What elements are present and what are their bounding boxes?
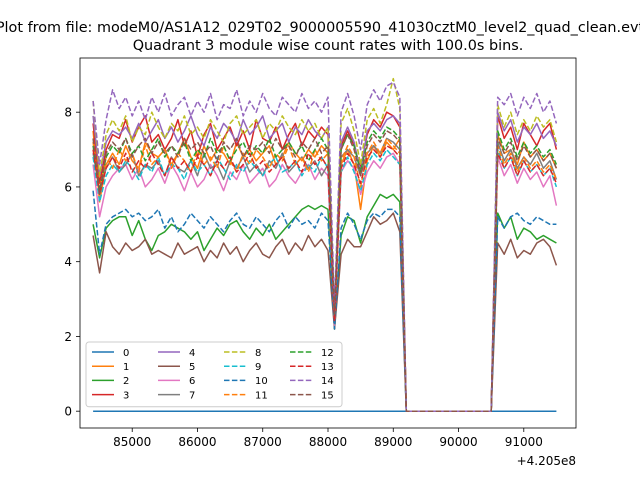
legend-label-0: 0: [123, 348, 129, 359]
legend-label-9: 9: [255, 362, 261, 373]
legend-label-4: 4: [189, 348, 195, 359]
y-tick-label: 4: [64, 255, 72, 269]
x-tick-label: 91000: [505, 435, 543, 449]
legend-label-2: 2: [123, 376, 129, 387]
x-tick-label: 86000: [178, 435, 216, 449]
legend-label-14: 14: [321, 376, 334, 387]
axes-ticks: 85000 86000 87000 88000 89000 90000 91000 0 2 4 6 8: [64, 106, 543, 449]
legend-label-13: 13: [321, 362, 334, 373]
legend-label-12: 12: [321, 348, 334, 359]
x-offset-label: +4.205e8: [517, 454, 576, 468]
legend-label-8: 8: [255, 348, 261, 359]
legend-label-6: 6: [189, 376, 195, 387]
legend-label-3: 3: [123, 390, 129, 401]
x-tick-label: 87000: [244, 435, 282, 449]
legend-label-5: 5: [189, 362, 195, 373]
x-tick-label: 90000: [439, 435, 477, 449]
x-tick-label: 85000: [113, 435, 151, 449]
figure-suptitle: Plot from file: modeM0/AS1A12_029T02_900…: [0, 20, 640, 36]
y-tick-label: 2: [64, 330, 72, 344]
x-tick-label: 88000: [309, 435, 347, 449]
legend-label-11: 11: [255, 390, 268, 401]
y-tick-label: 6: [64, 180, 72, 194]
legend-label-7: 7: [189, 390, 195, 401]
chart-title: Quadrant 3 module wise count rates with …: [133, 38, 524, 54]
legend-box: [85, 341, 343, 408]
series-line-10: [92, 190, 557, 412]
x-tick-label: 89000: [374, 435, 412, 449]
legend-label-15: 15: [321, 390, 334, 401]
series-line-15: [92, 130, 558, 412]
series-layer: [92, 77, 558, 412]
series-line-8: [92, 77, 558, 412]
y-tick-label: 0: [64, 405, 72, 419]
legend-label-1: 1: [123, 362, 129, 373]
y-tick-label: 8: [64, 106, 72, 120]
series-line-14: [92, 81, 558, 412]
legend-label-10: 10: [255, 376, 268, 387]
